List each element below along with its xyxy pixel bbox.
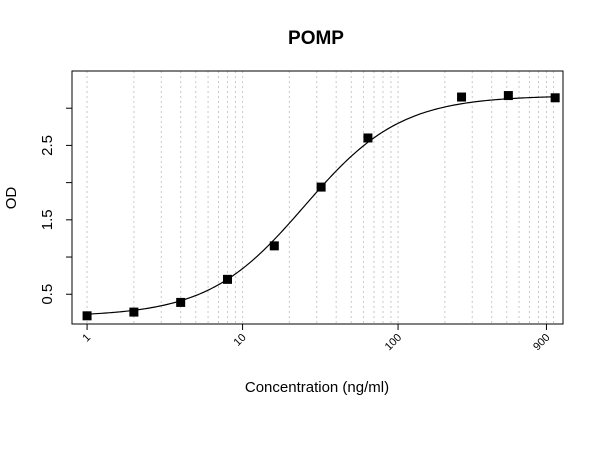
data-point	[129, 307, 139, 317]
data-point	[176, 297, 186, 307]
x-tick-label: 1	[80, 332, 93, 345]
x-axis: 1 10 100 900	[80, 324, 553, 353]
y-axis-label: OD	[3, 187, 20, 210]
x-tick-label: 100	[383, 332, 404, 353]
grid	[86, 71, 555, 324]
y-tick-label: 0.5	[39, 284, 56, 305]
x-axis-label: Concentration (ng/ml)	[245, 379, 389, 396]
x-tick-label: 900	[531, 332, 552, 353]
data-point	[82, 311, 92, 321]
data-point	[457, 92, 467, 102]
data-point	[316, 182, 326, 192]
x-tick-label: 10	[232, 332, 249, 349]
fit-curve	[87, 96, 556, 315]
data-point	[363, 133, 373, 143]
data-point	[269, 241, 279, 251]
y-tick-label: 2.5	[39, 135, 56, 156]
data-point	[550, 93, 560, 103]
y-axis: 0.5 1.5 2.5	[39, 107, 72, 305]
chart-title: POMP	[288, 28, 344, 49]
plot-frame	[71, 70, 564, 325]
data-point	[503, 91, 513, 101]
fit-curve-layer	[87, 96, 556, 315]
data-point	[222, 274, 232, 284]
data-point-layer	[82, 91, 560, 321]
y-tick-label: 1.5	[39, 209, 56, 230]
